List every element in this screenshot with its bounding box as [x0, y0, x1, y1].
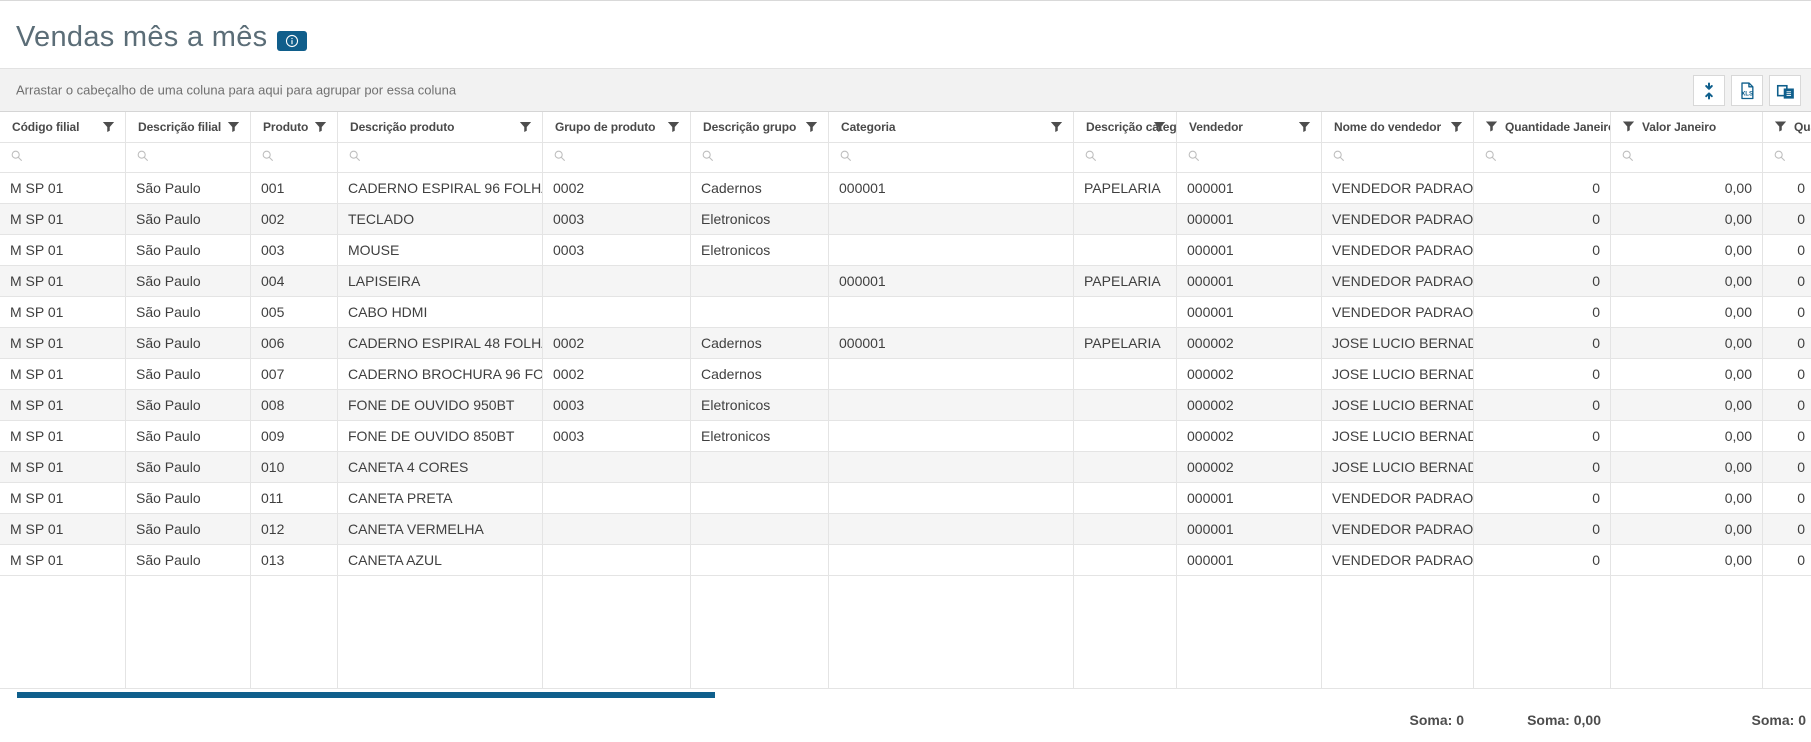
svg-text:XLS: XLS [1741, 90, 1753, 97]
